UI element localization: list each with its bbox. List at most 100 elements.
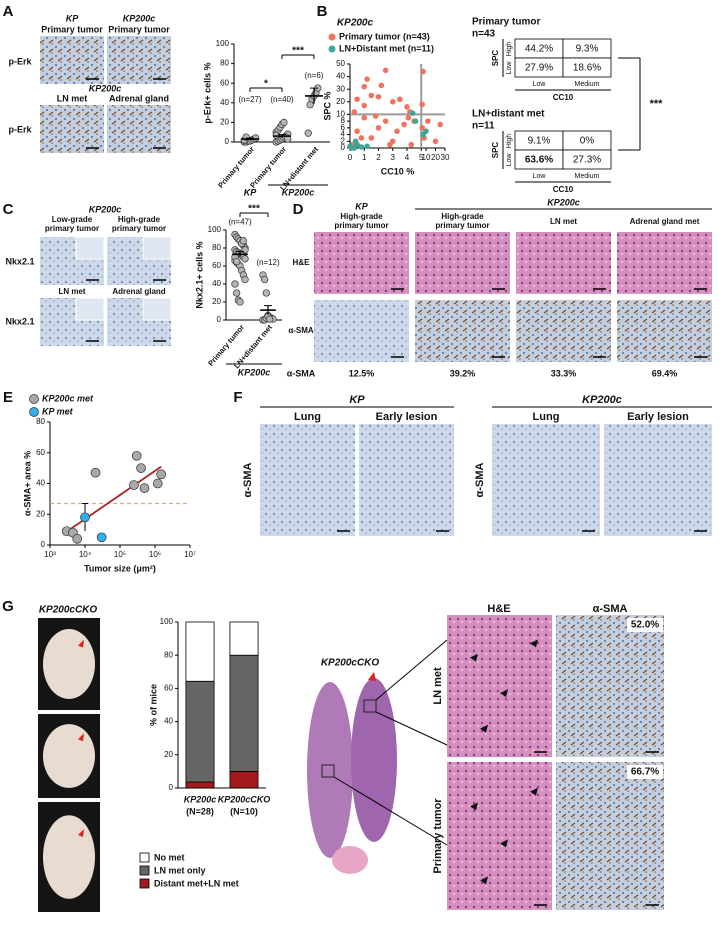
panel-letter: C: [3, 201, 14, 218]
data-point: [136, 463, 146, 473]
label: High-grade: [118, 215, 161, 224]
x-tick-label: 30: [441, 153, 450, 162]
data-point: [412, 118, 419, 124]
data-point: [358, 144, 365, 150]
significance: *: [264, 79, 268, 90]
micrograph: [617, 232, 712, 294]
zoom-box: [363, 699, 377, 713]
x-axis-label: CC10 %: [381, 166, 415, 176]
y-tick-label: 2: [341, 136, 346, 145]
data-point: [378, 82, 385, 89]
zoom-line: [333, 776, 448, 846]
data-point: [354, 96, 360, 103]
data-point: [231, 280, 239, 288]
inset: [142, 297, 172, 321]
label: KP200cCKO: [321, 658, 380, 669]
label: α-SMA: [593, 603, 628, 615]
data-point: [389, 99, 396, 105]
data-point: [90, 467, 101, 478]
data-point: [404, 104, 410, 110]
data-point: [131, 450, 142, 461]
micrograph: [107, 105, 171, 153]
data-point: [387, 141, 393, 148]
label: primary tumor: [112, 224, 166, 233]
data-point: [364, 143, 370, 150]
x-tick-label: 10³: [44, 550, 56, 559]
micrograph: [617, 300, 712, 362]
row-label: High: [506, 42, 513, 57]
micrograph: [40, 105, 104, 153]
legend-label: KP200c met: [42, 393, 94, 403]
row-axis-label: SPC: [491, 50, 500, 67]
arrowhead: [470, 802, 478, 811]
label: KP200c: [89, 204, 122, 214]
y-tick-label: 10: [336, 110, 345, 119]
data-point: [361, 114, 368, 121]
label: Adrenal gland: [109, 93, 169, 103]
n-label: (n=6): [305, 71, 324, 80]
zoom-line: [375, 639, 448, 701]
micrograph: [516, 300, 611, 362]
label: H&E: [487, 603, 510, 615]
bar-segment: [229, 771, 259, 789]
lung-section: [351, 678, 397, 842]
label: n=11: [472, 121, 495, 132]
table-value: 63.6%: [525, 155, 553, 166]
panel-letter: B: [317, 3, 328, 20]
bar-segment: [185, 621, 215, 682]
arrowhead: [500, 689, 508, 698]
label: H&E: [293, 258, 311, 267]
micrograph: [314, 232, 409, 294]
data-point: [139, 483, 150, 493]
legend-swatch: [139, 878, 150, 889]
y-axis-label: SPC %: [322, 91, 332, 120]
label: Primary tumor: [41, 24, 103, 34]
label: KP200c: [89, 83, 122, 93]
y-tick-label: 0: [41, 540, 46, 549]
y-axis-label: Nkx2.1+ cells %: [194, 241, 204, 308]
quant-label: 69.4%: [652, 368, 678, 378]
label: LN met: [57, 93, 88, 103]
data-point: [401, 121, 407, 128]
label: Early lesion: [376, 411, 438, 423]
label: KP: [66, 13, 79, 23]
label: primary tumor: [334, 221, 388, 230]
column-label: Medium: [575, 81, 600, 88]
y-tick-label: 40: [336, 72, 345, 81]
y-tick-label: 20: [336, 97, 345, 106]
y-tick-label: 100: [160, 617, 174, 626]
y-tick-label: 60: [212, 261, 221, 270]
data-point: [260, 275, 269, 284]
label: High-grade: [340, 212, 383, 221]
y-axis-label: α-SMA+ area %: [22, 451, 32, 516]
data-point: [129, 480, 139, 490]
y-tick-label: 20: [36, 509, 45, 518]
label: Nkx2.1: [5, 256, 34, 266]
x-tick-label: 3: [391, 153, 396, 162]
data-point: [394, 128, 400, 134]
panel-letter: A: [3, 3, 14, 20]
row-label: Low: [506, 153, 513, 167]
label: Adrenal gland: [112, 287, 165, 296]
column-label: Medium: [575, 173, 600, 180]
x-tick-label: 10⁶: [149, 550, 161, 559]
x-tick-label: 10: [422, 153, 431, 162]
legend-label: Primary tumor (n=43): [339, 31, 430, 41]
y-tick-label: 0: [341, 143, 346, 152]
x-tick-label: 5: [419, 153, 424, 162]
label: Primary tumor: [432, 798, 444, 874]
table-value: 9.3%: [576, 44, 599, 55]
table-value: 44.2%: [525, 44, 553, 55]
lung-photo: [43, 815, 95, 899]
n-label: (n=27): [238, 95, 262, 104]
micrograph: [260, 424, 355, 536]
micrograph: [447, 615, 552, 757]
micrograph: [516, 232, 611, 294]
data-point: [352, 138, 359, 145]
data-point: [72, 533, 83, 544]
x-tick-label: 10⁵: [114, 550, 126, 559]
x-tick-label: 20: [431, 153, 440, 162]
y-tick-label: 0: [225, 137, 230, 146]
x-tick-label: KP200cCKO: [218, 794, 271, 804]
label: α-SMA: [287, 368, 316, 378]
